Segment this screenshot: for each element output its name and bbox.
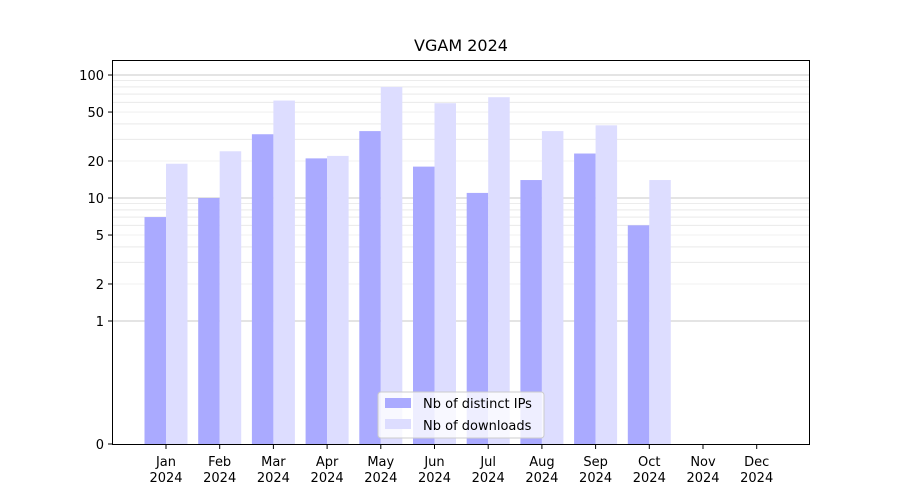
x-tick-label-month: Oct	[638, 455, 660, 470]
x-tick-label-year: 2024	[257, 471, 290, 486]
legend: Nb of distinct IPs Nb of downloads	[377, 391, 545, 439]
plot-frame	[112, 60, 810, 445]
x-tick-label-month: Jan	[155, 455, 176, 470]
x-tick-label-month: Apr	[316, 455, 339, 470]
x-tick-label-month: Aug	[529, 455, 554, 470]
x-tick-label-month: Mar	[261, 455, 286, 470]
legend-box	[377, 391, 545, 439]
x-tick-label-year: 2024	[525, 471, 558, 486]
y-tick-label: 0	[96, 438, 104, 453]
y-tick-label: 10	[87, 192, 104, 207]
x-tick-label-month: Nov	[690, 455, 716, 470]
legend-swatch-downloads	[385, 419, 411, 429]
y-tick-label: 20	[87, 155, 104, 170]
bar-distinct-ips	[520, 180, 542, 444]
x-tick-label-year: 2024	[579, 471, 612, 486]
x-tick-label-year: 2024	[418, 471, 451, 486]
bar-distinct-ips	[198, 198, 220, 444]
y-tick-label: 1	[96, 315, 104, 330]
bar-distinct-ips	[305, 158, 328, 444]
legend-swatch-ips	[385, 398, 411, 408]
bar-distinct-ips	[574, 153, 596, 445]
y-tick-label: 5	[96, 229, 104, 244]
x-tick-label-year: 2024	[364, 471, 397, 486]
bar-distinct-ips	[413, 166, 435, 444]
x-tick-label-year: 2024	[203, 471, 236, 486]
y-tick-label: 2	[96, 278, 104, 293]
x-tick-label-month: Sep	[583, 455, 608, 470]
bar-downloads	[166, 163, 188, 444]
x-tick-label-month: Jul	[479, 455, 496, 470]
bar-distinct-ips	[251, 134, 274, 445]
x-tick-label-year: 2024	[149, 471, 182, 486]
y-tick-label: 100	[79, 69, 104, 84]
bar-downloads	[219, 151, 242, 444]
bar-downloads	[380, 86, 403, 444]
bar-downloads	[649, 180, 671, 444]
bar-distinct-ips	[466, 192, 489, 444]
x-tick-label-month: Feb	[208, 455, 231, 470]
bar-distinct-ips	[627, 225, 650, 444]
bar-downloads	[488, 97, 510, 444]
x-tick-label-year: 2024	[311, 471, 344, 486]
y-axis: 0 1 2 5 10 20 50 100	[79, 69, 113, 453]
x-tick-label-year: 2024	[686, 471, 719, 486]
y-tick-label: 50	[87, 106, 104, 121]
chart-title: VGAM 2024	[414, 36, 508, 55]
x-tick-label-year: 2024	[633, 471, 666, 486]
x-axis: Jan2024Feb2024Mar2024Apr2024May2024Jun20…	[149, 444, 773, 486]
bar-downloads	[595, 125, 618, 445]
x-tick-label-month: May	[367, 455, 394, 470]
bar-downloads	[434, 103, 456, 444]
bar-distinct-ips	[359, 131, 381, 444]
bar-downloads	[541, 131, 564, 444]
x-tick-label-month: Jun	[423, 455, 444, 470]
x-tick-label-year: 2024	[472, 471, 505, 486]
legend-label-downloads: Nb of downloads	[423, 419, 532, 434]
bar-downloads	[327, 155, 349, 444]
bar-downloads	[273, 100, 295, 444]
x-tick-label-month: Dec	[744, 455, 769, 470]
bar-distinct-ips	[144, 217, 166, 444]
bars-layer	[144, 86, 671, 445]
legend-label-ips: Nb of distinct IPs	[423, 397, 532, 412]
x-tick-label-year: 2024	[740, 471, 773, 486]
